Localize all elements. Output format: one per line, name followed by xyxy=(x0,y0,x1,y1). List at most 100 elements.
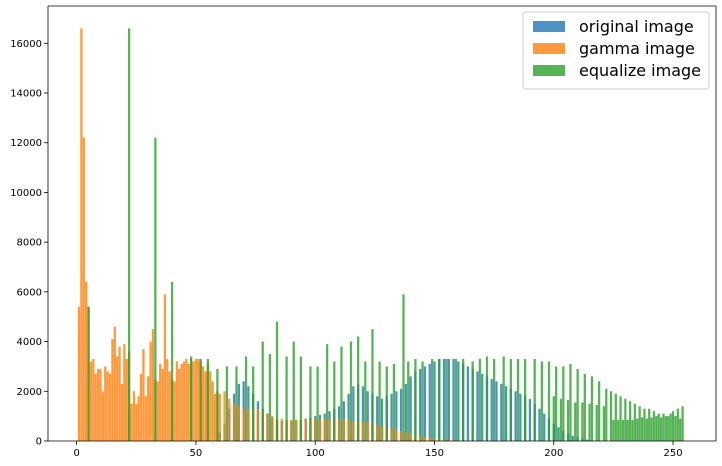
bar xyxy=(502,356,505,441)
bar xyxy=(624,398,627,441)
bar xyxy=(266,413,269,441)
bar xyxy=(442,358,446,441)
bar xyxy=(161,368,164,441)
bar xyxy=(96,368,100,441)
bar xyxy=(423,437,427,441)
bar xyxy=(361,386,365,441)
bar xyxy=(175,361,178,441)
x-tick-label: 250 xyxy=(664,448,683,459)
bar xyxy=(170,281,174,441)
bar xyxy=(116,356,119,441)
bar xyxy=(142,349,145,441)
x-tick-label: 0 xyxy=(73,448,79,459)
bar xyxy=(614,393,617,441)
bar xyxy=(125,358,128,441)
bar xyxy=(380,426,384,441)
bar xyxy=(333,361,336,441)
bar xyxy=(154,137,157,442)
bar xyxy=(89,361,93,441)
bar xyxy=(256,408,260,441)
bar xyxy=(106,371,109,441)
bar xyxy=(163,294,167,441)
bar xyxy=(228,398,231,441)
bar xyxy=(543,413,546,441)
y-tick-label: 0 xyxy=(36,437,42,448)
bar xyxy=(633,403,637,441)
bar xyxy=(199,358,202,441)
bar xyxy=(395,429,398,441)
bar xyxy=(182,361,186,441)
bar xyxy=(581,402,584,441)
bar xyxy=(617,419,620,441)
bar xyxy=(538,408,541,441)
bar xyxy=(399,431,403,441)
y-tick-label: 8000 xyxy=(17,238,42,249)
bar xyxy=(275,321,279,441)
bar xyxy=(361,421,365,441)
bar xyxy=(612,419,615,441)
bar xyxy=(433,438,436,441)
bar xyxy=(559,398,563,441)
legend-box xyxy=(522,11,710,90)
bar xyxy=(421,361,424,441)
bar xyxy=(500,383,503,441)
bar xyxy=(378,361,381,441)
bar xyxy=(94,373,97,441)
bar xyxy=(407,361,410,441)
bar xyxy=(645,418,648,441)
bar xyxy=(192,361,195,441)
x-tick-label: 100 xyxy=(306,448,325,459)
bar xyxy=(104,366,107,441)
legend-swatch xyxy=(533,21,565,32)
bar xyxy=(586,439,589,441)
bar xyxy=(314,418,317,441)
bar xyxy=(547,361,551,441)
bar xyxy=(349,341,353,441)
bar xyxy=(111,339,114,441)
bar xyxy=(476,371,479,441)
bar xyxy=(438,358,441,441)
bar xyxy=(636,418,639,441)
bar xyxy=(660,417,663,441)
bar xyxy=(340,346,343,441)
bar xyxy=(223,391,226,441)
bar xyxy=(390,393,393,441)
bar xyxy=(652,411,656,441)
bar xyxy=(638,406,641,441)
bar xyxy=(621,419,625,441)
bar xyxy=(364,361,367,441)
bar xyxy=(285,356,288,441)
bar xyxy=(471,361,474,441)
bar xyxy=(187,363,190,441)
bar xyxy=(347,393,350,441)
bar xyxy=(101,391,105,441)
bar xyxy=(681,406,684,441)
bar xyxy=(252,366,255,441)
bar xyxy=(609,391,613,441)
bar xyxy=(457,361,460,441)
bar xyxy=(123,344,126,441)
bar xyxy=(376,424,379,441)
bar xyxy=(376,396,379,441)
bar xyxy=(404,383,407,441)
bar xyxy=(454,358,458,441)
bar xyxy=(92,358,95,441)
bar xyxy=(180,363,183,441)
bar xyxy=(495,381,498,441)
bar xyxy=(299,356,303,441)
bar xyxy=(352,421,355,441)
bar xyxy=(366,422,369,441)
bar xyxy=(166,358,169,441)
bar xyxy=(197,358,200,441)
bar xyxy=(445,358,448,441)
bar xyxy=(247,408,250,441)
bar xyxy=(576,368,579,441)
bar xyxy=(402,294,405,441)
bar xyxy=(201,366,205,441)
bar xyxy=(118,346,121,441)
bar xyxy=(244,356,248,441)
bar xyxy=(590,376,594,441)
bar xyxy=(466,366,470,441)
bar xyxy=(655,416,658,441)
